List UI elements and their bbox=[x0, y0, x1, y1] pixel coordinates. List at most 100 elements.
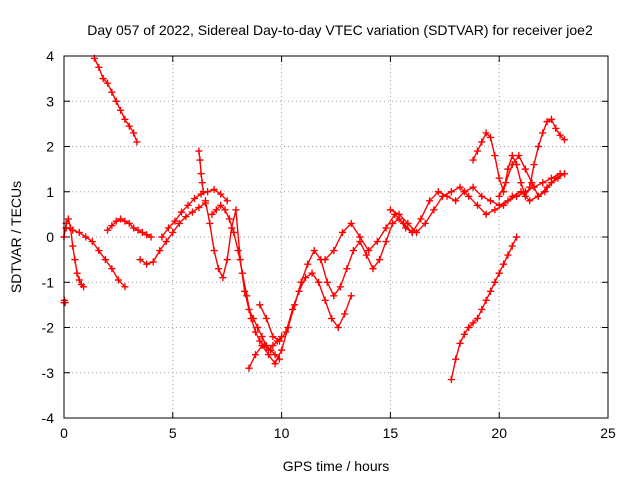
data-point bbox=[486, 197, 495, 205]
data-point bbox=[210, 246, 218, 255]
data-point bbox=[521, 192, 530, 200]
data-point bbox=[182, 212, 190, 221]
data-point bbox=[447, 188, 456, 196]
data-point bbox=[521, 165, 530, 173]
data-point bbox=[530, 160, 538, 169]
data-point bbox=[438, 192, 447, 200]
series-arc-2 bbox=[90, 54, 141, 146]
data-point bbox=[197, 169, 205, 178]
y-tick-label: -2 bbox=[42, 320, 55, 336]
series-arc-4 bbox=[62, 224, 129, 291]
data-point bbox=[478, 305, 486, 314]
data-point bbox=[301, 274, 310, 282]
series-arc-16 bbox=[447, 233, 521, 384]
data-point bbox=[71, 255, 79, 264]
data-point bbox=[223, 255, 231, 264]
series-trace bbox=[259, 272, 352, 342]
data-point bbox=[196, 156, 204, 164]
chart-title: Day 057 of 2022, Sidereal Day-to-day VTE… bbox=[87, 22, 593, 38]
data-point bbox=[528, 179, 536, 187]
data-point bbox=[304, 260, 312, 268]
data-point bbox=[504, 165, 512, 173]
data-point bbox=[515, 151, 523, 160]
data-point bbox=[82, 233, 90, 241]
data-point bbox=[73, 269, 81, 277]
data-point bbox=[310, 246, 318, 255]
data-point bbox=[478, 138, 486, 146]
data-point bbox=[75, 228, 83, 237]
data-point bbox=[495, 192, 503, 200]
series-arc-9 bbox=[201, 197, 284, 363]
x-tick-label: 15 bbox=[383, 425, 399, 441]
data-point bbox=[517, 179, 525, 187]
data-point bbox=[373, 237, 382, 246]
data-point bbox=[469, 319, 477, 327]
data-point bbox=[334, 323, 342, 332]
data-point bbox=[269, 341, 277, 350]
data-point bbox=[456, 183, 464, 191]
data-point bbox=[349, 246, 358, 255]
data-point bbox=[482, 210, 490, 219]
data-point bbox=[129, 129, 138, 137]
data-point bbox=[177, 208, 186, 216]
data-point bbox=[112, 97, 120, 105]
data-point bbox=[525, 183, 534, 191]
data-point bbox=[556, 131, 564, 139]
data-point bbox=[460, 330, 469, 338]
data-point bbox=[543, 117, 551, 126]
series-arc-6 bbox=[136, 199, 210, 268]
data-point bbox=[412, 228, 421, 237]
data-point bbox=[421, 219, 429, 228]
data-point bbox=[125, 122, 133, 130]
data-point bbox=[491, 206, 499, 214]
series-arc-14 bbox=[386, 169, 569, 237]
data-point bbox=[554, 174, 562, 182]
data-point bbox=[547, 115, 556, 124]
data-point bbox=[447, 375, 456, 384]
data-point bbox=[108, 221, 116, 230]
y-tick-label: 1 bbox=[46, 184, 54, 200]
data-point bbox=[386, 206, 395, 214]
data-point bbox=[473, 314, 482, 323]
series-trace bbox=[65, 227, 126, 288]
series-arc-3 bbox=[60, 215, 88, 291]
data-point bbox=[323, 278, 331, 286]
data-point bbox=[430, 206, 438, 214]
data-point bbox=[547, 179, 556, 187]
data-point bbox=[188, 208, 197, 216]
data-point bbox=[251, 350, 260, 359]
data-point bbox=[232, 206, 240, 214]
x-axis-label: GPS time / hours bbox=[283, 458, 390, 474]
data-point bbox=[469, 156, 477, 164]
data-point bbox=[121, 283, 129, 291]
y-tick-label: -4 bbox=[42, 410, 55, 426]
data-point bbox=[282, 328, 290, 336]
data-point bbox=[343, 264, 351, 273]
data-point bbox=[199, 188, 207, 196]
data-point bbox=[517, 188, 525, 196]
series-arc-13 bbox=[321, 169, 564, 264]
data-point bbox=[404, 219, 412, 228]
plot-frame bbox=[63, 55, 609, 419]
data-point bbox=[195, 203, 203, 212]
series-arc-1 bbox=[60, 296, 69, 307]
data-point bbox=[491, 278, 499, 286]
data-point bbox=[206, 219, 214, 228]
data-point bbox=[271, 360, 279, 368]
series-trace bbox=[204, 200, 281, 360]
data-point bbox=[149, 258, 157, 266]
data-point bbox=[195, 147, 203, 155]
series-arc-15 bbox=[469, 115, 569, 200]
y-tick-label: -1 bbox=[42, 274, 55, 290]
data-point bbox=[336, 283, 345, 291]
data-point bbox=[330, 292, 338, 300]
data-point bbox=[134, 226, 142, 234]
data-point bbox=[560, 136, 569, 144]
y-tick-label: -3 bbox=[42, 365, 55, 381]
data-point bbox=[61, 298, 69, 307]
data-point bbox=[129, 224, 138, 232]
data-point bbox=[101, 255, 110, 264]
data-point bbox=[245, 364, 253, 372]
data-point bbox=[138, 228, 147, 237]
x-tick-label: 0 bbox=[60, 425, 68, 441]
